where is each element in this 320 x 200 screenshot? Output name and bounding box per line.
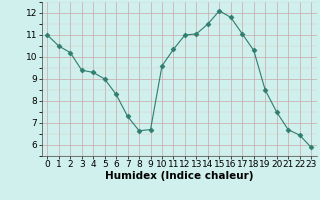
X-axis label: Humidex (Indice chaleur): Humidex (Indice chaleur) xyxy=(105,171,253,181)
